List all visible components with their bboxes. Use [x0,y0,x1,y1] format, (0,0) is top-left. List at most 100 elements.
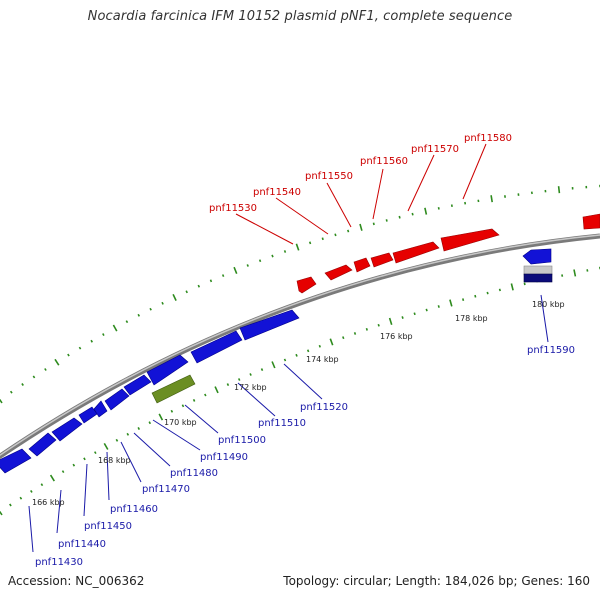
gene-arrow[interactable] [28,432,57,457]
gene-arrow[interactable] [239,309,300,341]
gene-label[interactable]: pnf11460 [110,504,158,515]
minor-tick [226,383,230,387]
gene-arrow[interactable] [190,330,243,364]
kbp-label: 170 kbp [164,418,197,427]
minor-tick [137,427,141,430]
major-tick [490,195,493,203]
minor-tick [258,259,262,263]
minor-tick [67,353,70,357]
minor-tick [283,250,287,253]
gene-arrow[interactable] [93,400,108,418]
kbp-label: 172 kbp [234,383,267,392]
gene-label[interactable]: pnf11560 [360,156,408,167]
gene-label[interactable]: pnf11470 [142,484,190,495]
minor-tick [353,332,357,335]
gene-label[interactable]: pnf11510 [258,418,306,429]
gene-label[interactable]: pnf11480 [170,468,218,479]
minor-tick [90,339,93,343]
minor-tick [115,438,119,442]
major-tick [103,443,109,450]
minor-tick [237,378,241,381]
gene-label[interactable]: pnf11570 [411,144,459,155]
minor-tick [486,291,489,295]
minor-tick [425,308,428,312]
gene-label[interactable]: pnf11440 [58,539,106,550]
gene-label[interactable]: pnf11490 [200,452,248,463]
gene-arrow[interactable] [440,228,500,252]
gene-arrow[interactable] [296,276,317,294]
major-tick [158,413,164,421]
major-tick [0,510,3,516]
gene-label[interactable]: pnf11540 [253,187,301,198]
minor-tick [523,282,526,286]
gene-arrow[interactable] [392,241,440,264]
major-tick [424,207,428,215]
gene-label[interactable]: pnf11550 [305,171,353,182]
minor-tick [308,241,312,245]
minor-tick [40,483,44,487]
major-tick [172,293,177,301]
minor-tick [246,264,249,267]
minor-tick [398,215,401,219]
gene-label[interactable]: pnf11430 [35,557,83,568]
feature-block[interactable] [523,273,553,283]
minor-tick [318,344,321,348]
minor-tick [413,312,416,316]
gene-label[interactable]: pnf11450 [84,521,132,532]
gene-arrow[interactable] [123,374,152,396]
minor-tick [83,457,86,461]
other-features [151,265,553,404]
gene-arrow[interactable] [353,257,371,273]
major-tick [295,243,300,251]
gene-label[interactable]: pnf11520 [300,402,348,413]
minor-tick [365,327,368,331]
gene-arrow[interactable] [370,252,394,268]
map-title: Nocardia farcinica IFM 10152 plasmid pNF… [87,9,513,24]
minor-tick [437,305,440,308]
minor-tick [462,298,465,301]
minor-tick [372,222,375,226]
major-tick [49,474,55,482]
outer-tick-ring [0,184,600,404]
minor-tick [209,279,213,283]
major-tick [112,324,118,332]
major-tick [359,223,363,231]
accession-label: Accession: NC_006362 [8,574,145,588]
gene-arrow[interactable] [324,264,353,281]
feature-block[interactable] [151,374,196,404]
minor-tick [61,470,65,474]
minor-tick [185,290,188,294]
major-tick [329,338,334,346]
gene-arrow[interactable] [51,417,83,442]
gene-arrow[interactable] [104,388,130,411]
minor-tick [401,316,404,319]
kbp-scale-labels: 166 kbp 168 kbp 170 kbp 172 kbp 174 kbp … [32,300,565,507]
gene-label[interactable]: pnf11500 [218,435,266,446]
major-tick [449,299,453,307]
minor-tick [342,336,345,340]
minor-tick [586,269,589,272]
minor-tick [249,373,252,376]
gene-label[interactable]: pnf11530 [209,203,257,214]
gene-label[interactable]: pnf11580 [464,133,512,144]
gene-arrow[interactable] [146,354,189,386]
inner-tick-ring [0,266,600,516]
gene-arrow[interactable] [0,448,32,474]
minor-tick [411,212,414,216]
major-tick [271,361,276,369]
minor-tick [19,496,23,500]
minor-tick [377,323,380,327]
minor-tick [78,346,82,350]
minor-tick [474,294,477,298]
gene-arrow[interactable] [582,213,600,230]
gene-arrow[interactable] [522,248,552,265]
gene-label[interactable]: pnf11590 [527,345,575,356]
minor-tick [149,307,152,311]
minor-tick [437,207,440,210]
kbp-label: 166 kbp [32,498,65,507]
kbp-label: 168 kbp [98,456,131,465]
minor-tick [295,353,298,357]
major-tick [557,186,561,194]
feature-block[interactable] [523,265,553,276]
